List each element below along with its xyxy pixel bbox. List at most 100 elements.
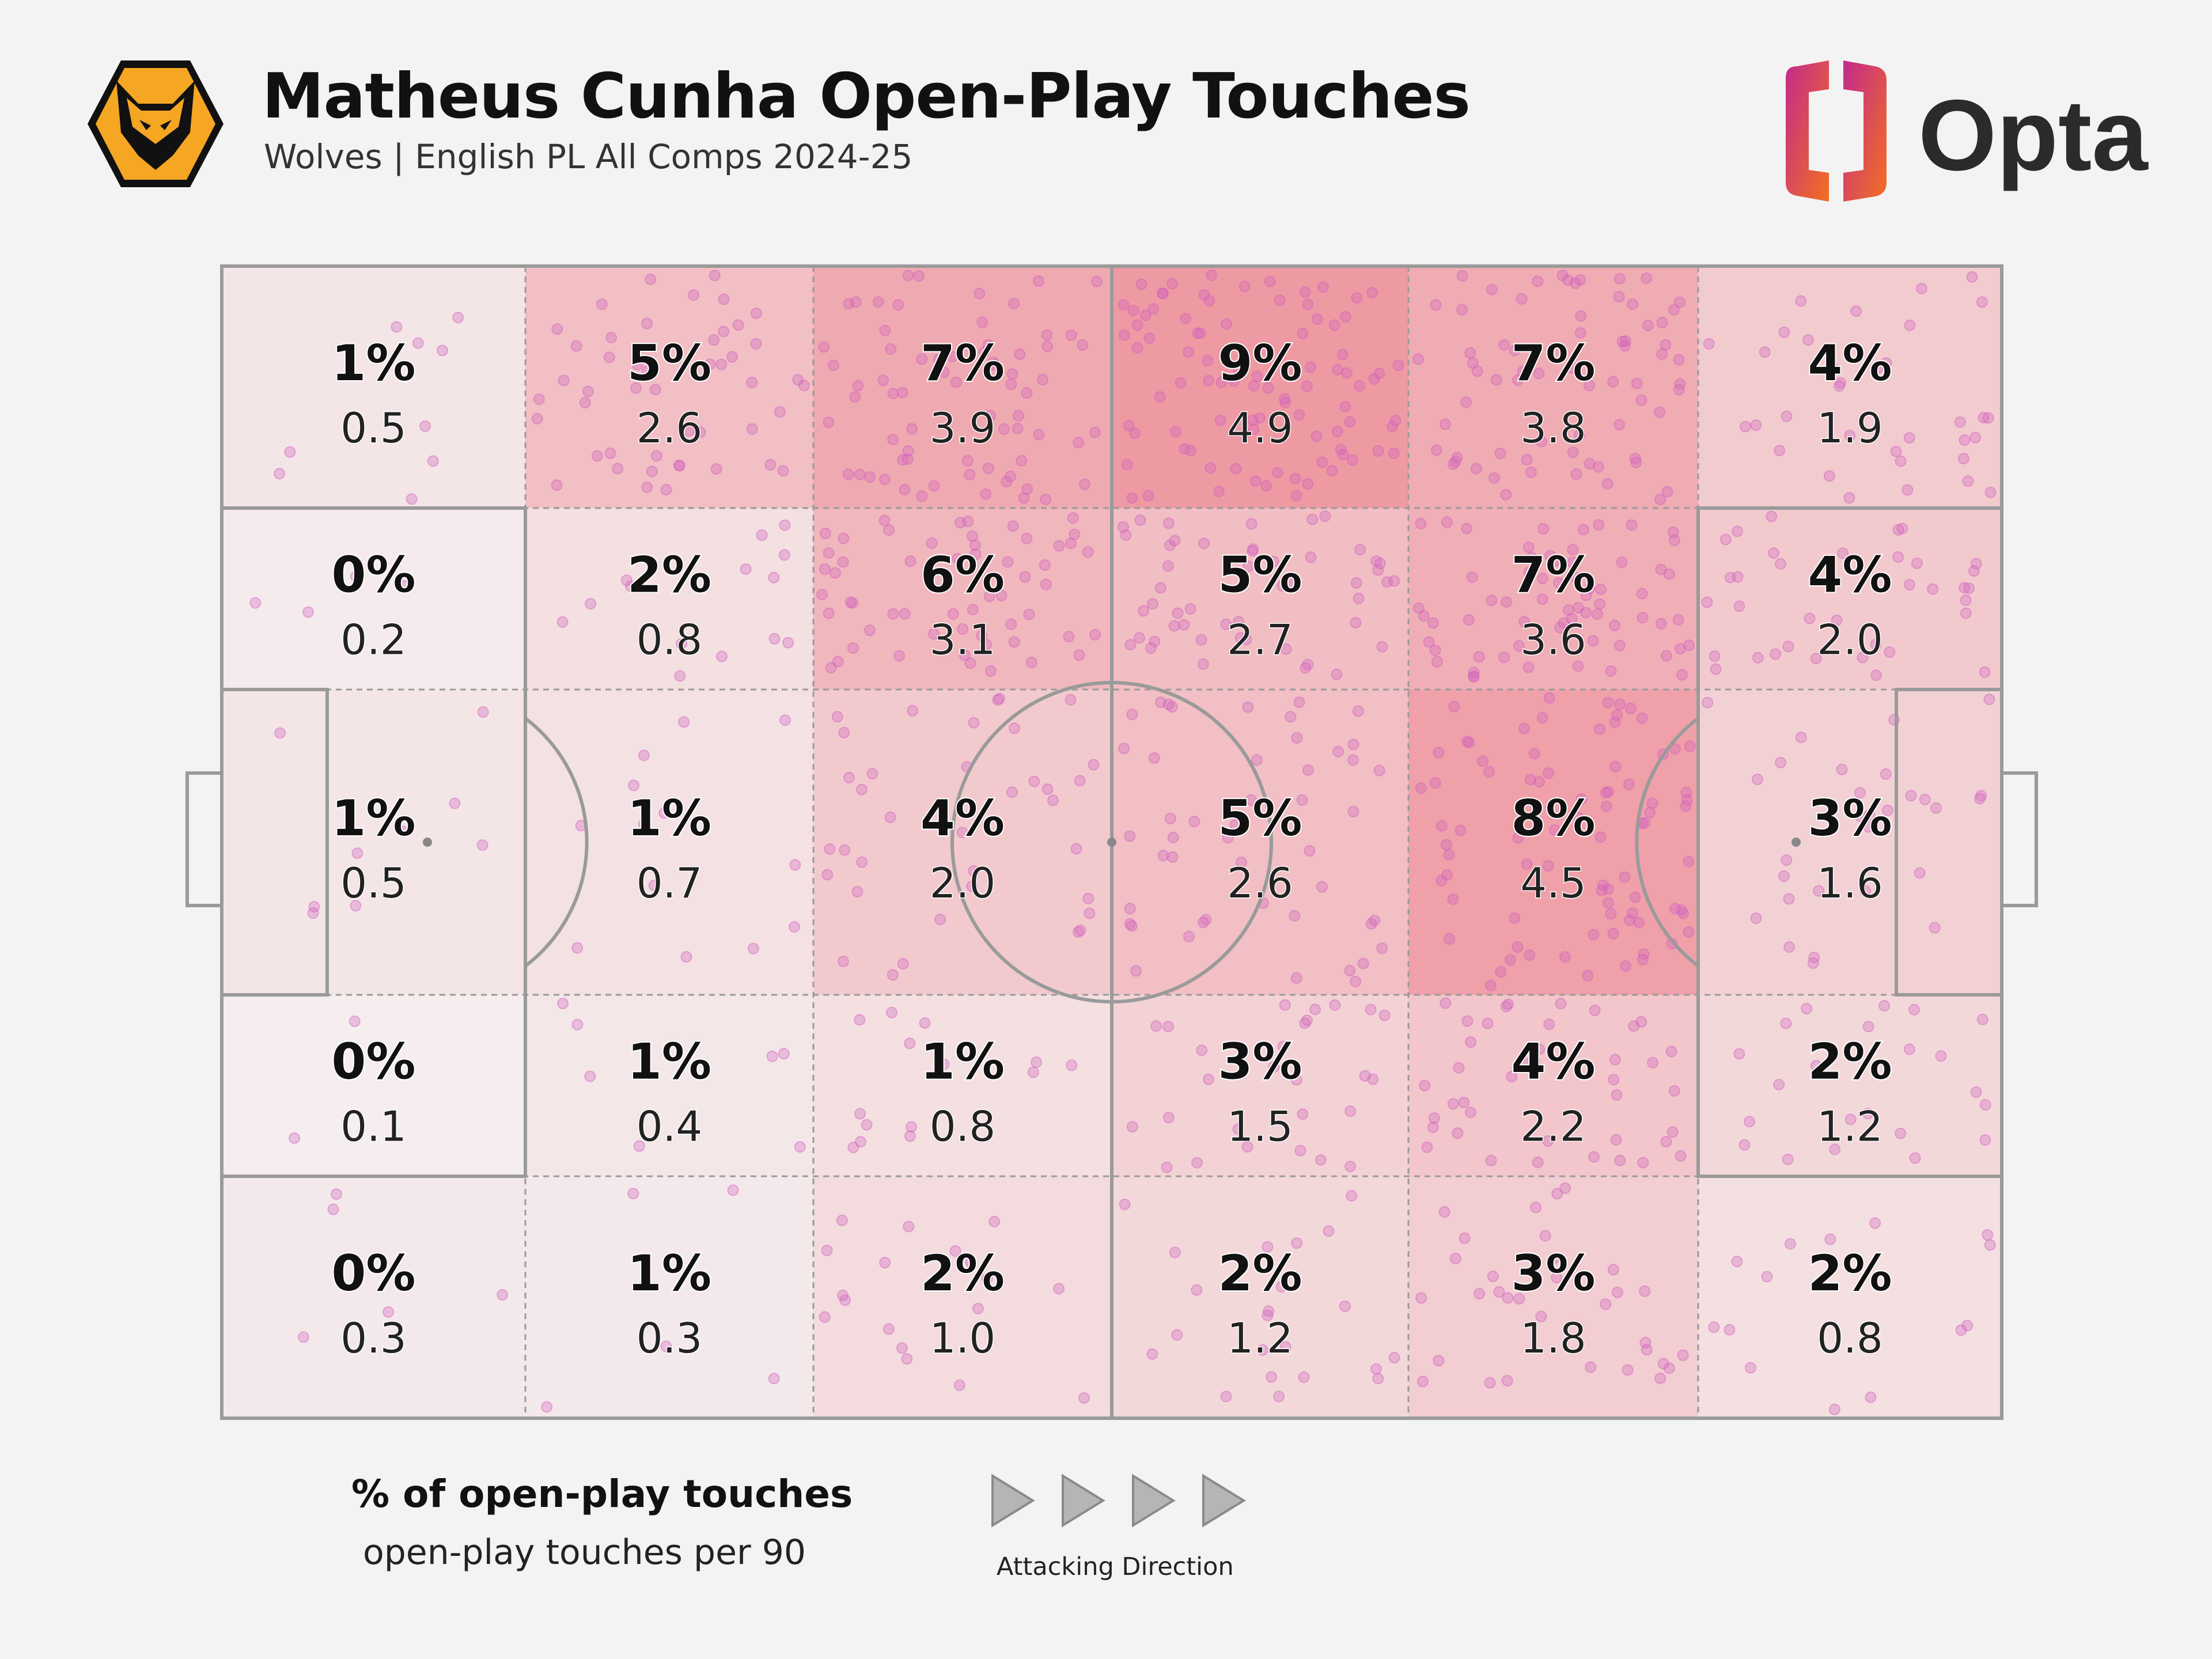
touch-dot xyxy=(1006,368,1018,380)
touch-dot xyxy=(916,490,928,502)
touch-dot xyxy=(1464,1107,1476,1118)
touch-dot xyxy=(1008,636,1020,648)
touch-dot xyxy=(1279,1341,1291,1353)
touch-dot xyxy=(1461,522,1473,535)
touch-dot xyxy=(1594,598,1606,610)
touch-dot xyxy=(1449,1252,1461,1264)
touch-dot xyxy=(1123,420,1135,432)
touch-dot xyxy=(556,616,569,628)
touch-dot xyxy=(1262,1309,1274,1321)
touch-dot xyxy=(1028,775,1040,787)
touch-dot xyxy=(1372,445,1384,457)
touch-dot xyxy=(1583,380,1595,392)
touch-dot xyxy=(1033,275,1044,287)
touch-dot xyxy=(1844,430,1856,442)
touch-dot xyxy=(1249,475,1262,487)
touch-dot xyxy=(533,393,545,406)
touch-dot xyxy=(1702,696,1714,709)
touch-dot xyxy=(1277,580,1289,592)
touch-dot xyxy=(1596,884,1608,896)
touch-dot xyxy=(1241,1141,1253,1153)
touch-dot xyxy=(1124,830,1136,842)
touch-dot xyxy=(1037,374,1048,386)
touch-dot xyxy=(1781,854,1793,866)
touch-dot xyxy=(1234,632,1247,644)
touch-dot xyxy=(1982,1229,1994,1241)
zone-pct-label: 2% xyxy=(627,547,711,604)
touch-dot xyxy=(449,797,461,809)
touch-dot xyxy=(1019,571,1031,583)
touch-dot xyxy=(1458,1096,1470,1108)
touch-dot xyxy=(1353,592,1365,604)
touch-dot xyxy=(1828,1403,1840,1415)
touch-dot xyxy=(1290,490,1302,502)
touch-dot xyxy=(756,529,768,541)
touch-dot xyxy=(1795,732,1807,743)
touch-dot xyxy=(1222,832,1234,844)
touch-dot xyxy=(1317,281,1329,293)
touch-dot xyxy=(746,376,758,388)
touch-dot xyxy=(1429,644,1441,656)
touch-dot xyxy=(1169,1247,1181,1259)
touch-dot xyxy=(1567,446,1579,459)
touch-dot xyxy=(1655,618,1667,630)
touch-dot xyxy=(1539,1230,1551,1242)
touch-dot xyxy=(1919,794,1931,805)
touch-dot xyxy=(1731,525,1743,537)
touch-dot xyxy=(1294,1145,1306,1157)
touch-dot xyxy=(1660,1136,1672,1147)
touch-dot xyxy=(1279,393,1290,405)
touch-dot xyxy=(1982,412,1994,424)
touch-dot xyxy=(1609,619,1621,631)
touch-dot xyxy=(1161,1161,1173,1173)
touch-dot xyxy=(1266,1371,1278,1383)
touch-dot xyxy=(887,969,899,981)
zone-per90-label: 3.8 xyxy=(1520,404,1586,452)
touch-dot xyxy=(877,374,889,387)
touch-dot xyxy=(1374,558,1386,570)
touch-dot xyxy=(896,387,908,399)
pitch-svg: 1% 0.5 5% 2.6 7% 3.9 9% 4.9 7% 3.8 4% 1.9 0% 0.2 2% 0.8… xyxy=(185,264,2038,1420)
touch-dot xyxy=(1566,613,1578,625)
touch-dot xyxy=(1135,278,1147,290)
touch-dot xyxy=(1447,1098,1459,1110)
touch-dot xyxy=(907,704,919,717)
touch-dot xyxy=(1904,319,1916,331)
touch-dot xyxy=(1264,275,1276,287)
touch-dot xyxy=(1955,1324,1967,1336)
touch-dot xyxy=(1619,340,1631,352)
touch-dot xyxy=(1962,475,1974,487)
touch-dot xyxy=(1778,870,1790,882)
zone-pct-label: 1% xyxy=(627,790,711,847)
touch-dot xyxy=(1573,812,1584,824)
heatmap-zone xyxy=(525,508,813,690)
touch-dot xyxy=(1309,1003,1321,1016)
touch-dot xyxy=(1471,365,1483,377)
touch-dot xyxy=(789,859,801,871)
touch-dot xyxy=(627,1188,639,1199)
heatmap-zone xyxy=(1408,995,1698,1176)
touch-dot xyxy=(1298,1371,1310,1383)
touch-dot xyxy=(1585,1361,1597,1373)
touch-dot xyxy=(1365,918,1377,930)
touch-dot xyxy=(1220,618,1232,630)
touch-dot xyxy=(1831,614,1843,626)
touch-dot xyxy=(1272,467,1283,479)
touch-dot xyxy=(452,312,464,324)
touch-dot xyxy=(902,445,914,457)
touch-dot xyxy=(1202,374,1214,387)
touch-dot xyxy=(476,839,488,851)
touch-dot xyxy=(1002,556,1014,568)
touch-dot xyxy=(1626,519,1638,531)
touch-dot xyxy=(1367,1073,1379,1085)
heatmap-zone xyxy=(1112,1176,1408,1418)
touch-dot xyxy=(1629,891,1641,903)
touch-dot xyxy=(1673,354,1685,366)
touch-dot xyxy=(1473,651,1485,663)
touch-dot xyxy=(1279,396,1291,408)
touch-dot xyxy=(854,468,866,480)
touch-dot xyxy=(1930,802,1942,814)
touch-dot xyxy=(1247,545,1259,557)
touch-dot xyxy=(1013,410,1025,422)
touch-dot xyxy=(893,650,906,662)
